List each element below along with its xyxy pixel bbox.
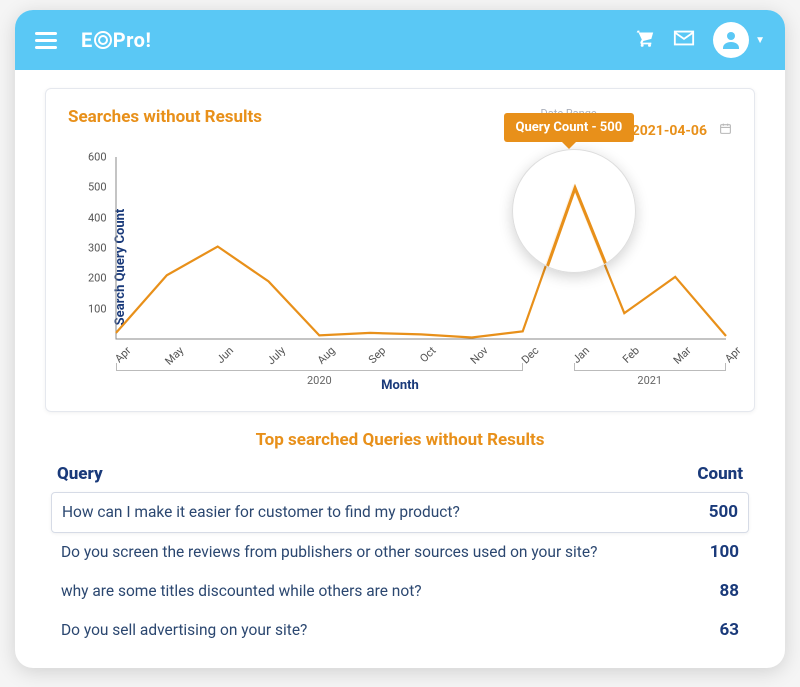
x-tick: Oct [417, 344, 438, 365]
table-row[interactable]: why are some titles discounted while oth… [51, 572, 749, 611]
y-tick: 200 [88, 272, 107, 285]
table-header: Query Count [51, 460, 749, 492]
date-to: 2021-04-06 [632, 123, 707, 139]
y-tick: 300 [88, 242, 107, 255]
query-cell: why are some titles discounted while oth… [61, 581, 689, 602]
logo-prefix: E [81, 28, 93, 52]
app-window: E Pro! ▼ Searches without Results Dat [15, 10, 785, 668]
header-count: Count [697, 464, 743, 484]
mail-icon[interactable] [673, 27, 695, 53]
topbar-actions: ▼ [633, 22, 765, 58]
header-query: Query [57, 464, 103, 484]
chart: Search Query Count 100200300400500600Apr… [68, 147, 732, 397]
chart-lens [512, 149, 636, 273]
query-cell: Do you screen the reviews from publisher… [61, 542, 689, 563]
logo: E Pro! [81, 28, 151, 52]
logo-at-icon [94, 31, 112, 49]
year-label: 2021 [637, 374, 662, 387]
menu-icon[interactable] [35, 28, 57, 53]
avatar-icon [713, 22, 749, 58]
table-row[interactable]: Do you screen the reviews from publisher… [51, 533, 749, 572]
table-title: Top searched Queries without Results [15, 430, 785, 450]
count-cell: 63 [689, 620, 739, 640]
year-label: 2020 [307, 374, 332, 387]
query-cell: Do you sell advertising on your site? [61, 620, 689, 641]
table-row[interactable]: Do you sell advertising on your site?63 [51, 611, 749, 650]
user-menu[interactable]: ▼ [713, 22, 765, 58]
chart-plot[interactable]: 100200300400500600AprMayJunJulyAugSepOct… [116, 157, 726, 339]
chevron-down-icon: ▼ [755, 35, 765, 46]
topbar: E Pro! ▼ [15, 10, 785, 70]
x-axis-label: Month [381, 378, 419, 393]
count-cell: 500 [688, 502, 738, 522]
table-row[interactable]: How can I make it easier for customer to… [51, 492, 749, 533]
cart-icon[interactable] [633, 27, 655, 53]
y-tick: 400 [88, 211, 107, 224]
y-tick: 600 [88, 151, 107, 164]
count-cell: 100 [689, 542, 739, 562]
year-bracket [574, 363, 727, 371]
y-tick: 500 [88, 181, 107, 194]
y-tick: 100 [88, 302, 107, 315]
year-bracket [116, 363, 523, 371]
chart-tooltip: Query Count - 500 [504, 113, 635, 142]
query-cell: How can I make it easier for customer to… [62, 502, 688, 523]
chart-card: Searches without Results Date Range 2020… [45, 88, 755, 412]
calendar-icon[interactable] [719, 122, 732, 139]
count-cell: 88 [689, 581, 739, 601]
card-title: Searches without Results [68, 107, 262, 127]
results-table: Query Count How can I make it easier for… [51, 460, 749, 650]
logo-suffix: Pro! [113, 28, 152, 52]
